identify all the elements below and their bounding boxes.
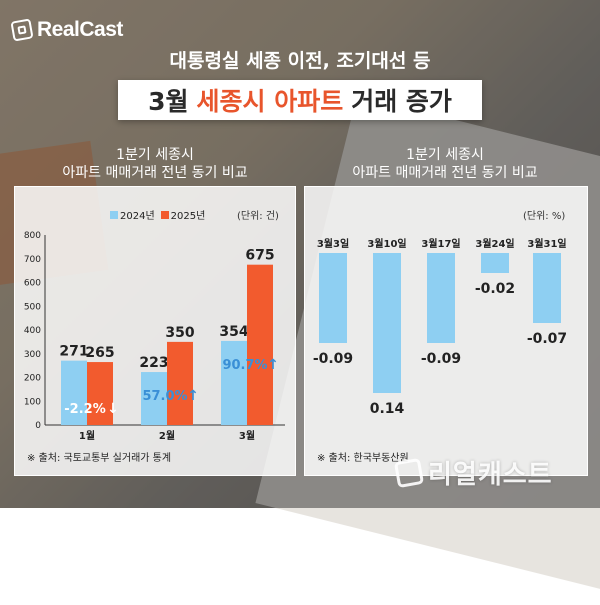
right-unit: (단위: %)	[523, 211, 566, 222]
bar	[61, 360, 87, 425]
data-label: 675	[245, 248, 274, 264]
bar	[533, 253, 561, 323]
y-tick-label: 300	[24, 350, 41, 360]
change-annotation: 57.0%	[142, 389, 187, 404]
x-tick-label: 3월3일	[317, 237, 349, 250]
right-chart-panel: (단위: %) 3월3일 -0.09 3월10일 0.14 3월17일 -0.09 3월24…	[304, 186, 588, 476]
arrow-down-icon: ↓	[107, 401, 119, 417]
x-tick-label: 3월10일	[367, 237, 406, 250]
data-label: 350	[165, 325, 194, 341]
left-chart-panel: 2024년 2025년 (단위: 건) 0 100 200 300 400 500 600 7…	[14, 186, 296, 476]
x-tick-label: 3월24일	[475, 237, 514, 250]
bar	[373, 253, 401, 393]
y-tick-label: 400	[24, 326, 41, 336]
data-label: 354	[219, 324, 248, 340]
bar	[221, 340, 247, 425]
bar	[141, 372, 167, 425]
title-accent: 세종시 아파트	[196, 87, 344, 116]
bar	[319, 253, 347, 343]
y-tick-label: 800	[24, 231, 41, 241]
watermark-icon	[393, 457, 425, 489]
x-tick-label: 1월	[79, 430, 95, 442]
left-unit: (단위: 건)	[237, 211, 279, 222]
legend-label: 2025년	[170, 211, 206, 222]
data-label: -0.09	[313, 351, 353, 367]
bar	[247, 264, 273, 425]
data-label: 265	[85, 345, 114, 361]
watermark: 리얼캐스트	[428, 460, 553, 490]
data-label: 0.14	[370, 401, 405, 417]
data-label: -0.02	[475, 281, 515, 297]
legend-swatch	[110, 211, 118, 219]
bar	[481, 253, 509, 273]
right-bar-chart: 3월3일 -0.09 3월10일 0.14 3월17일 -0.09 3월24일 -0.02 3월…	[313, 237, 567, 417]
change-annotation: -2.2%	[64, 402, 105, 417]
left-subtitle-line2: 아파트 매매거래 전년 동기 비교	[62, 165, 248, 181]
x-tick-label: 3월31일	[527, 237, 566, 250]
right-source: ※ 출처: 한국부동산원	[317, 453, 409, 464]
headline: 대통령실 세종 이전, 조기대선 등	[169, 50, 431, 72]
right-subtitle-line1: 1분기 세종시	[406, 147, 484, 163]
y-tick-label: 0	[35, 421, 41, 431]
bar	[427, 253, 455, 343]
legend-item-2025: 2025년	[160, 207, 206, 222]
title-pre: 3월	[148, 87, 189, 116]
legend: 2024년 2025년	[110, 207, 205, 222]
right-subtitle-line2: 아파트 매매거래 전년 동기 비교	[352, 165, 538, 181]
y-tick-label: 700	[24, 255, 41, 265]
x-tick-label: 2월	[159, 430, 175, 442]
x-tick-label: 3월17일	[421, 237, 460, 250]
change-annotation: 90.7%	[222, 358, 267, 373]
legend-swatch	[160, 211, 169, 219]
y-tick-label: 100	[24, 397, 41, 407]
y-tick-label: 600	[24, 279, 41, 289]
right-subtitle: 1분기 세종시 아파트 매매거래 전년 동기 비교	[300, 146, 590, 182]
arrow-up-icon: ↑	[187, 388, 199, 404]
title-post: 거래 증가	[351, 87, 452, 116]
left-subtitle: 1분기 세종시 아파트 매매거래 전년 동기 비교	[10, 146, 300, 182]
logo-text: RealCast	[37, 18, 123, 41]
left-subtitle-line1: 1분기 세종시	[116, 147, 194, 163]
bar	[167, 341, 193, 425]
logo-icon	[10, 18, 34, 42]
arrow-up-icon: ↑	[267, 357, 279, 373]
y-tick-label: 200	[24, 374, 41, 384]
data-label: 223	[139, 355, 168, 371]
data-label: -0.07	[527, 331, 567, 347]
left-source: ※ 출처: 국토교통부 실거래가 통계	[27, 453, 172, 464]
bar	[87, 362, 113, 425]
legend-label: 2024년	[120, 211, 155, 222]
y-tick-label: 500	[24, 302, 41, 312]
x-tick-label: 3월	[239, 430, 255, 442]
brand-logo: RealCast	[10, 18, 123, 42]
legend-item-2024: 2024년	[110, 207, 155, 222]
title-box: 3월 세종시 아파트 거래 증가	[118, 80, 482, 120]
data-label: 271	[59, 344, 88, 360]
data-label: -0.09	[421, 351, 461, 367]
